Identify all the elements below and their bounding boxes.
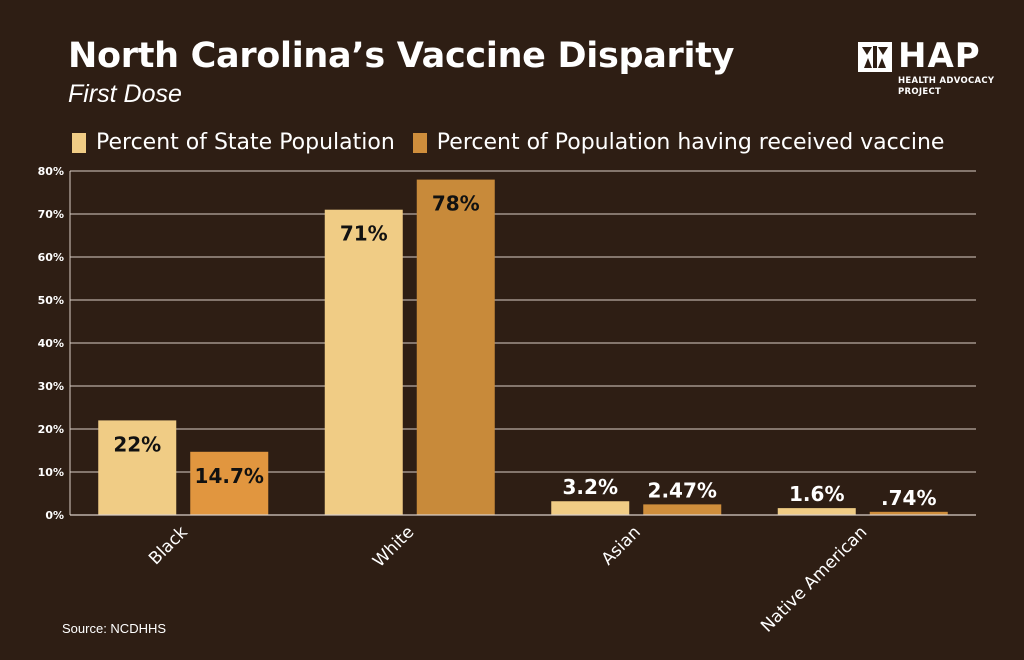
- bar: [777, 508, 856, 515]
- y-tick-label: 70%: [38, 208, 64, 221]
- legend-swatch-state-population: [72, 132, 86, 153]
- y-tick-label: 50%: [38, 294, 64, 307]
- x-tick-label: Black: [145, 522, 192, 569]
- x-tick-label: Asian: [598, 522, 645, 569]
- hap-logo: HAP HEALTH ADVOCACY PROJECT: [858, 36, 994, 104]
- bar: [551, 501, 630, 515]
- bar-value-label: .74%: [881, 486, 936, 510]
- bar-value-label: 78%: [432, 192, 480, 216]
- legend-swatch-vaccinated: [412, 132, 427, 153]
- bar: [416, 179, 495, 515]
- legend-item-vaccinated: Percent of Population having received va…: [412, 130, 945, 155]
- chart-title: North Carolina’s Vaccine Disparity: [68, 36, 735, 76]
- bar: [869, 511, 948, 515]
- y-tick-label: 20%: [38, 423, 64, 436]
- source-note: Source: NCDHHS: [62, 621, 167, 636]
- y-tick-label: 60%: [38, 251, 64, 264]
- y-tick-label: 0%: [45, 509, 64, 522]
- hap-logo-icon: [858, 42, 892, 72]
- legend-label-vaccinated: Percent of Population having received va…: [436, 130, 945, 155]
- legend-label-state-population: Percent of State Population: [96, 130, 395, 155]
- bar: [643, 504, 722, 515]
- bar: [98, 420, 177, 515]
- bar-value-label: 22%: [113, 432, 161, 456]
- bar-value-label: 71%: [340, 222, 388, 246]
- logo-subtitle: HEALTH ADVOCACY PROJECT: [898, 76, 998, 98]
- bar: [190, 451, 269, 515]
- legend-item-state-population: Percent of State Population: [72, 130, 395, 155]
- x-tick-label: White: [369, 522, 418, 571]
- y-tick-label: 80%: [38, 165, 64, 178]
- logo-subtitle-line2: PROJECT: [898, 87, 942, 97]
- x-tick-label: Native American: [757, 522, 871, 636]
- chart-legend: Percent of State Population Percent of P…: [72, 130, 962, 155]
- chart-subtitle: First Dose: [68, 80, 182, 108]
- logo-subtitle-line1: HEALTH ADVOCACY: [898, 76, 995, 86]
- bar-value-label: 3.2%: [563, 475, 618, 499]
- bar: [324, 209, 403, 515]
- bar-value-label: 1.6%: [789, 482, 844, 506]
- y-tick-label: 40%: [38, 337, 64, 350]
- y-tick-label: 10%: [38, 466, 64, 479]
- logo-name: HAP: [898, 36, 981, 76]
- bar-value-label: 2.47%: [648, 478, 717, 502]
- y-tick-label: 30%: [38, 380, 64, 393]
- bar-value-label: 14.7%: [195, 464, 264, 488]
